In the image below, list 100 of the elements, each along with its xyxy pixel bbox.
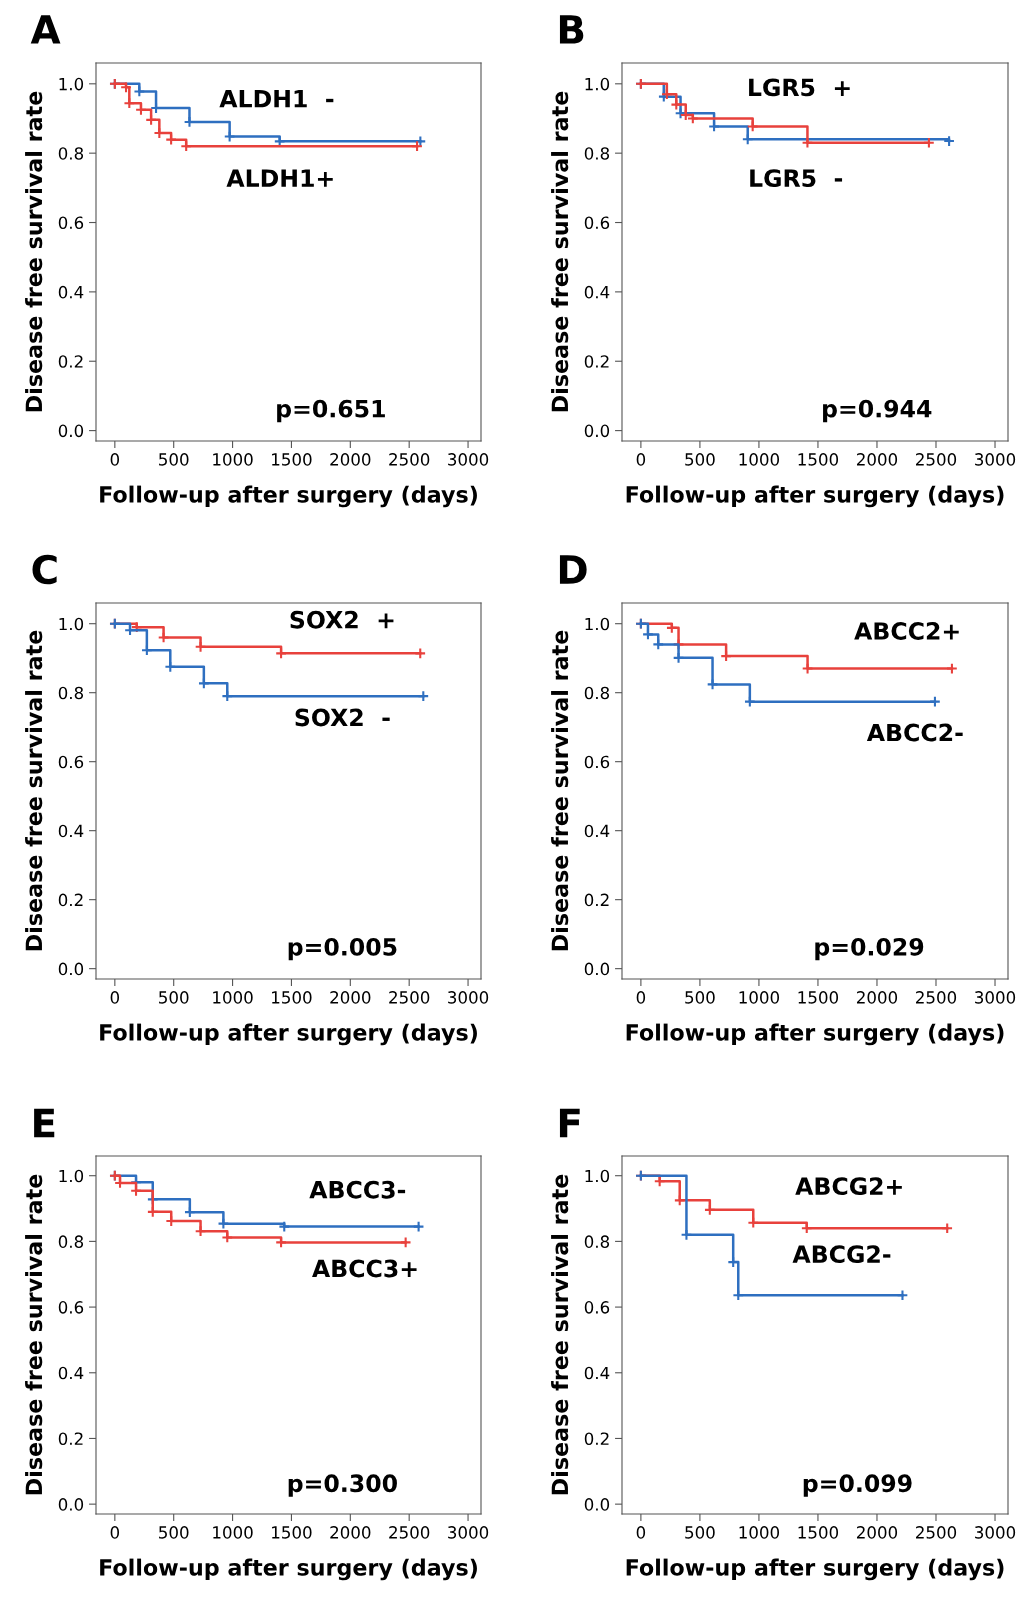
y-tick-label: 0.2 [58, 1432, 83, 1446]
annotation: p=0.005 [288, 937, 397, 961]
x-tick-label: 3000 [975, 1526, 1016, 1539]
x-tick-label: 2500 [389, 1526, 430, 1539]
chart-title: C [32, 554, 57, 585]
annotation: p=0.029 [815, 937, 924, 961]
annotation: SOX2 - [295, 708, 390, 727]
x-axis-title: Follow-up after surgery (days) [626, 485, 1004, 508]
x-axis-title: Follow-up after surgery (days) [100, 485, 477, 508]
annotation: ALDH1 - [219, 90, 334, 108]
x-tick-label: 3000 [448, 991, 489, 1004]
y-tick-label: 1.0 [585, 617, 610, 631]
y-tick-label: 0.8 [58, 1235, 84, 1248]
y-tick-label: 0.2 [58, 893, 83, 907]
y-tick-label: 0.4 [58, 1366, 84, 1380]
x-tick-label: 2500 [389, 453, 430, 466]
annotation: p=0.099 [803, 1474, 912, 1497]
y-tick-label: 0.4 [58, 285, 84, 299]
x-tick-label: 1500 [798, 1526, 839, 1539]
x-tick-label: 2000 [330, 991, 371, 1004]
x-tick-label: 2000 [856, 453, 898, 466]
y-tick-label: 0.0 [58, 1498, 84, 1511]
x-tick-label: 1500 [272, 991, 312, 1004]
y-tick-label: 1.0 [585, 77, 610, 91]
x-tick-label: 2000 [856, 991, 898, 1004]
y-tick-label: 0.8 [58, 686, 84, 700]
x-tick-label: 500 [685, 453, 715, 466]
x-tick-label: 500 [685, 1526, 715, 1539]
annotation: ABCC2+ [854, 622, 959, 640]
x-tick-label: 1500 [272, 453, 312, 466]
annotation: p=0.300 [288, 1474, 397, 1497]
x-tick-label: 1000 [213, 991, 253, 1004]
x-tick-label: 500 [159, 1526, 189, 1539]
x-tick-label: 0 [636, 991, 646, 1004]
annotation: ABCG2- [792, 1245, 891, 1264]
annotation: ABCC2- [866, 723, 963, 742]
annotation: ABCC3+ [312, 1259, 417, 1278]
x-tick-label: 0 [636, 1526, 646, 1539]
annotation: SOX2 + [290, 610, 394, 629]
x-tick-label: 3000 [448, 1526, 489, 1539]
x-tick-label: 0 [636, 453, 646, 466]
x-axis-title: Follow-up after surgery (days) [100, 1558, 477, 1581]
y-axis-title: Disease free survival rate [551, 1174, 569, 1495]
annotation: ALDH1+ [226, 169, 333, 187]
y-tick-label: 0.8 [58, 147, 84, 160]
x-tick-label: 1000 [213, 1526, 253, 1539]
x-tick-label: 500 [685, 991, 715, 1004]
y-axis-title: Disease free survival rate [25, 91, 43, 412]
y-tick-label: 0.6 [58, 755, 84, 769]
y-tick-label: 1.0 [59, 617, 84, 631]
x-tick-label: 1000 [739, 1526, 780, 1539]
y-tick-label: 0.4 [58, 824, 84, 838]
y-tick-label: 0.6 [58, 1301, 84, 1314]
y-tick-label: 0.0 [58, 424, 84, 438]
y-tick-label: 0.8 [584, 147, 610, 160]
x-tick-label: 2000 [330, 1526, 371, 1539]
x-tick-label: 2500 [916, 991, 957, 1004]
y-tick-label: 0.6 [58, 216, 84, 230]
x-tick-label: 0 [110, 991, 120, 1004]
annotation: ABCG2+ [795, 1177, 902, 1196]
chart-title: E [34, 1108, 55, 1138]
y-tick-label: 0.4 [584, 1366, 610, 1380]
y-tick-label: 0.2 [584, 1432, 609, 1446]
x-tick-label: 3000 [975, 453, 1016, 466]
y-tick-label: 0.0 [58, 962, 84, 976]
y-tick-label: 0.6 [584, 216, 610, 230]
x-tick-label: 1000 [739, 991, 780, 1004]
x-axis-title: Follow-up after surgery (days) [626, 1023, 1004, 1046]
x-tick-label: 2500 [916, 453, 957, 466]
y-tick-label: 1.0 [59, 1169, 84, 1183]
y-tick-label: 1.0 [59, 77, 84, 91]
x-tick-label: 500 [159, 453, 189, 466]
y-axis-title: Disease free survival rate [25, 630, 43, 951]
x-tick-label: 2000 [856, 1526, 898, 1539]
x-axis-title: Follow-up after surgery (days) [626, 1558, 1004, 1581]
x-axis-title: Follow-up after surgery (days) [100, 1023, 477, 1046]
y-tick-label: 0.0 [584, 424, 610, 438]
x-tick-label: 500 [159, 991, 189, 1004]
x-tick-label: 2000 [330, 453, 371, 466]
x-tick-label: 3000 [448, 453, 489, 466]
annotation: ABCC3- [309, 1180, 406, 1199]
y-tick-label: 0.4 [584, 285, 610, 299]
x-tick-label: 0 [110, 1526, 120, 1539]
x-tick-label: 2500 [916, 1526, 957, 1539]
y-axis-title: Disease free survival rate [25, 1174, 43, 1495]
chart-title: B [559, 15, 584, 44]
x-tick-label: 1500 [798, 453, 839, 466]
chart-title: A [30, 15, 61, 44]
x-tick-label: 1000 [213, 453, 253, 466]
y-tick-label: 0.8 [584, 686, 610, 700]
y-tick-label: 0.0 [584, 1498, 610, 1511]
x-tick-label: 2500 [389, 991, 430, 1004]
x-tick-label: 1500 [272, 1526, 312, 1539]
y-axis-title: Disease free survival rate [551, 91, 569, 412]
y-tick-label: 0.2 [584, 355, 609, 368]
x-tick-label: 0 [110, 453, 120, 466]
x-tick-label: 1000 [739, 453, 780, 466]
chart-title: D [559, 555, 587, 584]
y-tick-label: 0.6 [584, 1301, 610, 1314]
y-axis-title: Disease free survival rate [551, 630, 569, 951]
